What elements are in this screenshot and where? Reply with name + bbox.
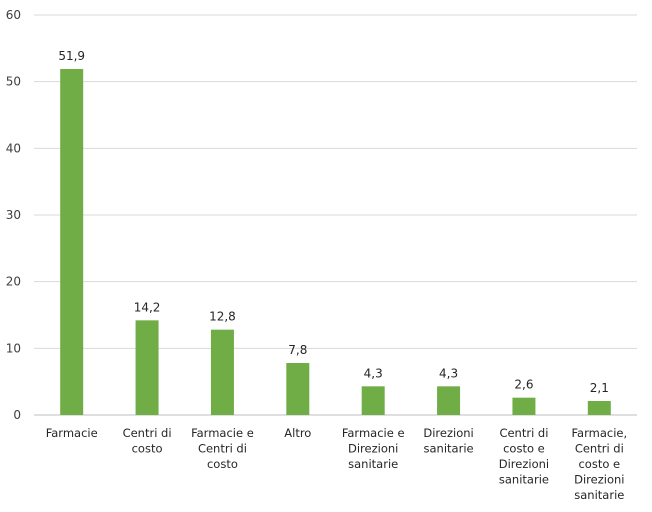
data-label: 14,2 — [134, 300, 161, 314]
data-label: 12,8 — [209, 310, 236, 324]
category-label: Farmacie e Centri di costo — [191, 426, 254, 471]
bar — [60, 69, 84, 415]
category-label: Direzioni sanitarie — [423, 426, 473, 456]
data-label: 7,8 — [288, 343, 307, 357]
y-tick-label: 0 — [13, 408, 21, 422]
data-label: 4,3 — [439, 366, 458, 380]
data-label: 2,6 — [514, 378, 533, 392]
y-tick-label: 50 — [6, 75, 21, 89]
bar — [587, 401, 611, 415]
data-label: 51,9 — [58, 49, 85, 63]
y-axis: 0 10 20 30 40 50 60 — [6, 8, 21, 422]
y-tick-label: 30 — [6, 208, 21, 222]
bar — [512, 397, 536, 415]
category-label: Farmacie, Centri di costo e Direzioni sanita… — [571, 426, 627, 502]
bars — [60, 69, 611, 415]
category-label: Farmacie — [46, 426, 98, 440]
bar — [361, 386, 385, 415]
category-label: Centri di costo — [123, 426, 172, 456]
x-axis: Farmacie Centri di costo Farmacie e Centri d… — [46, 426, 627, 502]
data-labels: 51,9 14,2 12,8 7,8 4,3 4,3 2,6 2,1 — [58, 49, 609, 395]
y-tick-label: 40 — [6, 141, 21, 155]
bar — [286, 363, 310, 415]
bar — [135, 320, 159, 415]
category-label: Farmacie e Direzioni sanitarie — [342, 426, 405, 471]
bar — [210, 329, 234, 415]
bar — [437, 386, 461, 415]
gridlines — [34, 14, 637, 416]
data-label: 4,3 — [364, 366, 383, 380]
y-tick-label: 20 — [6, 275, 21, 289]
category-label: Centri di costo e Direzioni sanitarie — [499, 426, 549, 487]
y-tick-label: 60 — [6, 8, 21, 22]
data-label: 2,1 — [590, 381, 609, 395]
y-tick-label: 10 — [6, 341, 21, 355]
category-label: Altro — [284, 426, 311, 440]
